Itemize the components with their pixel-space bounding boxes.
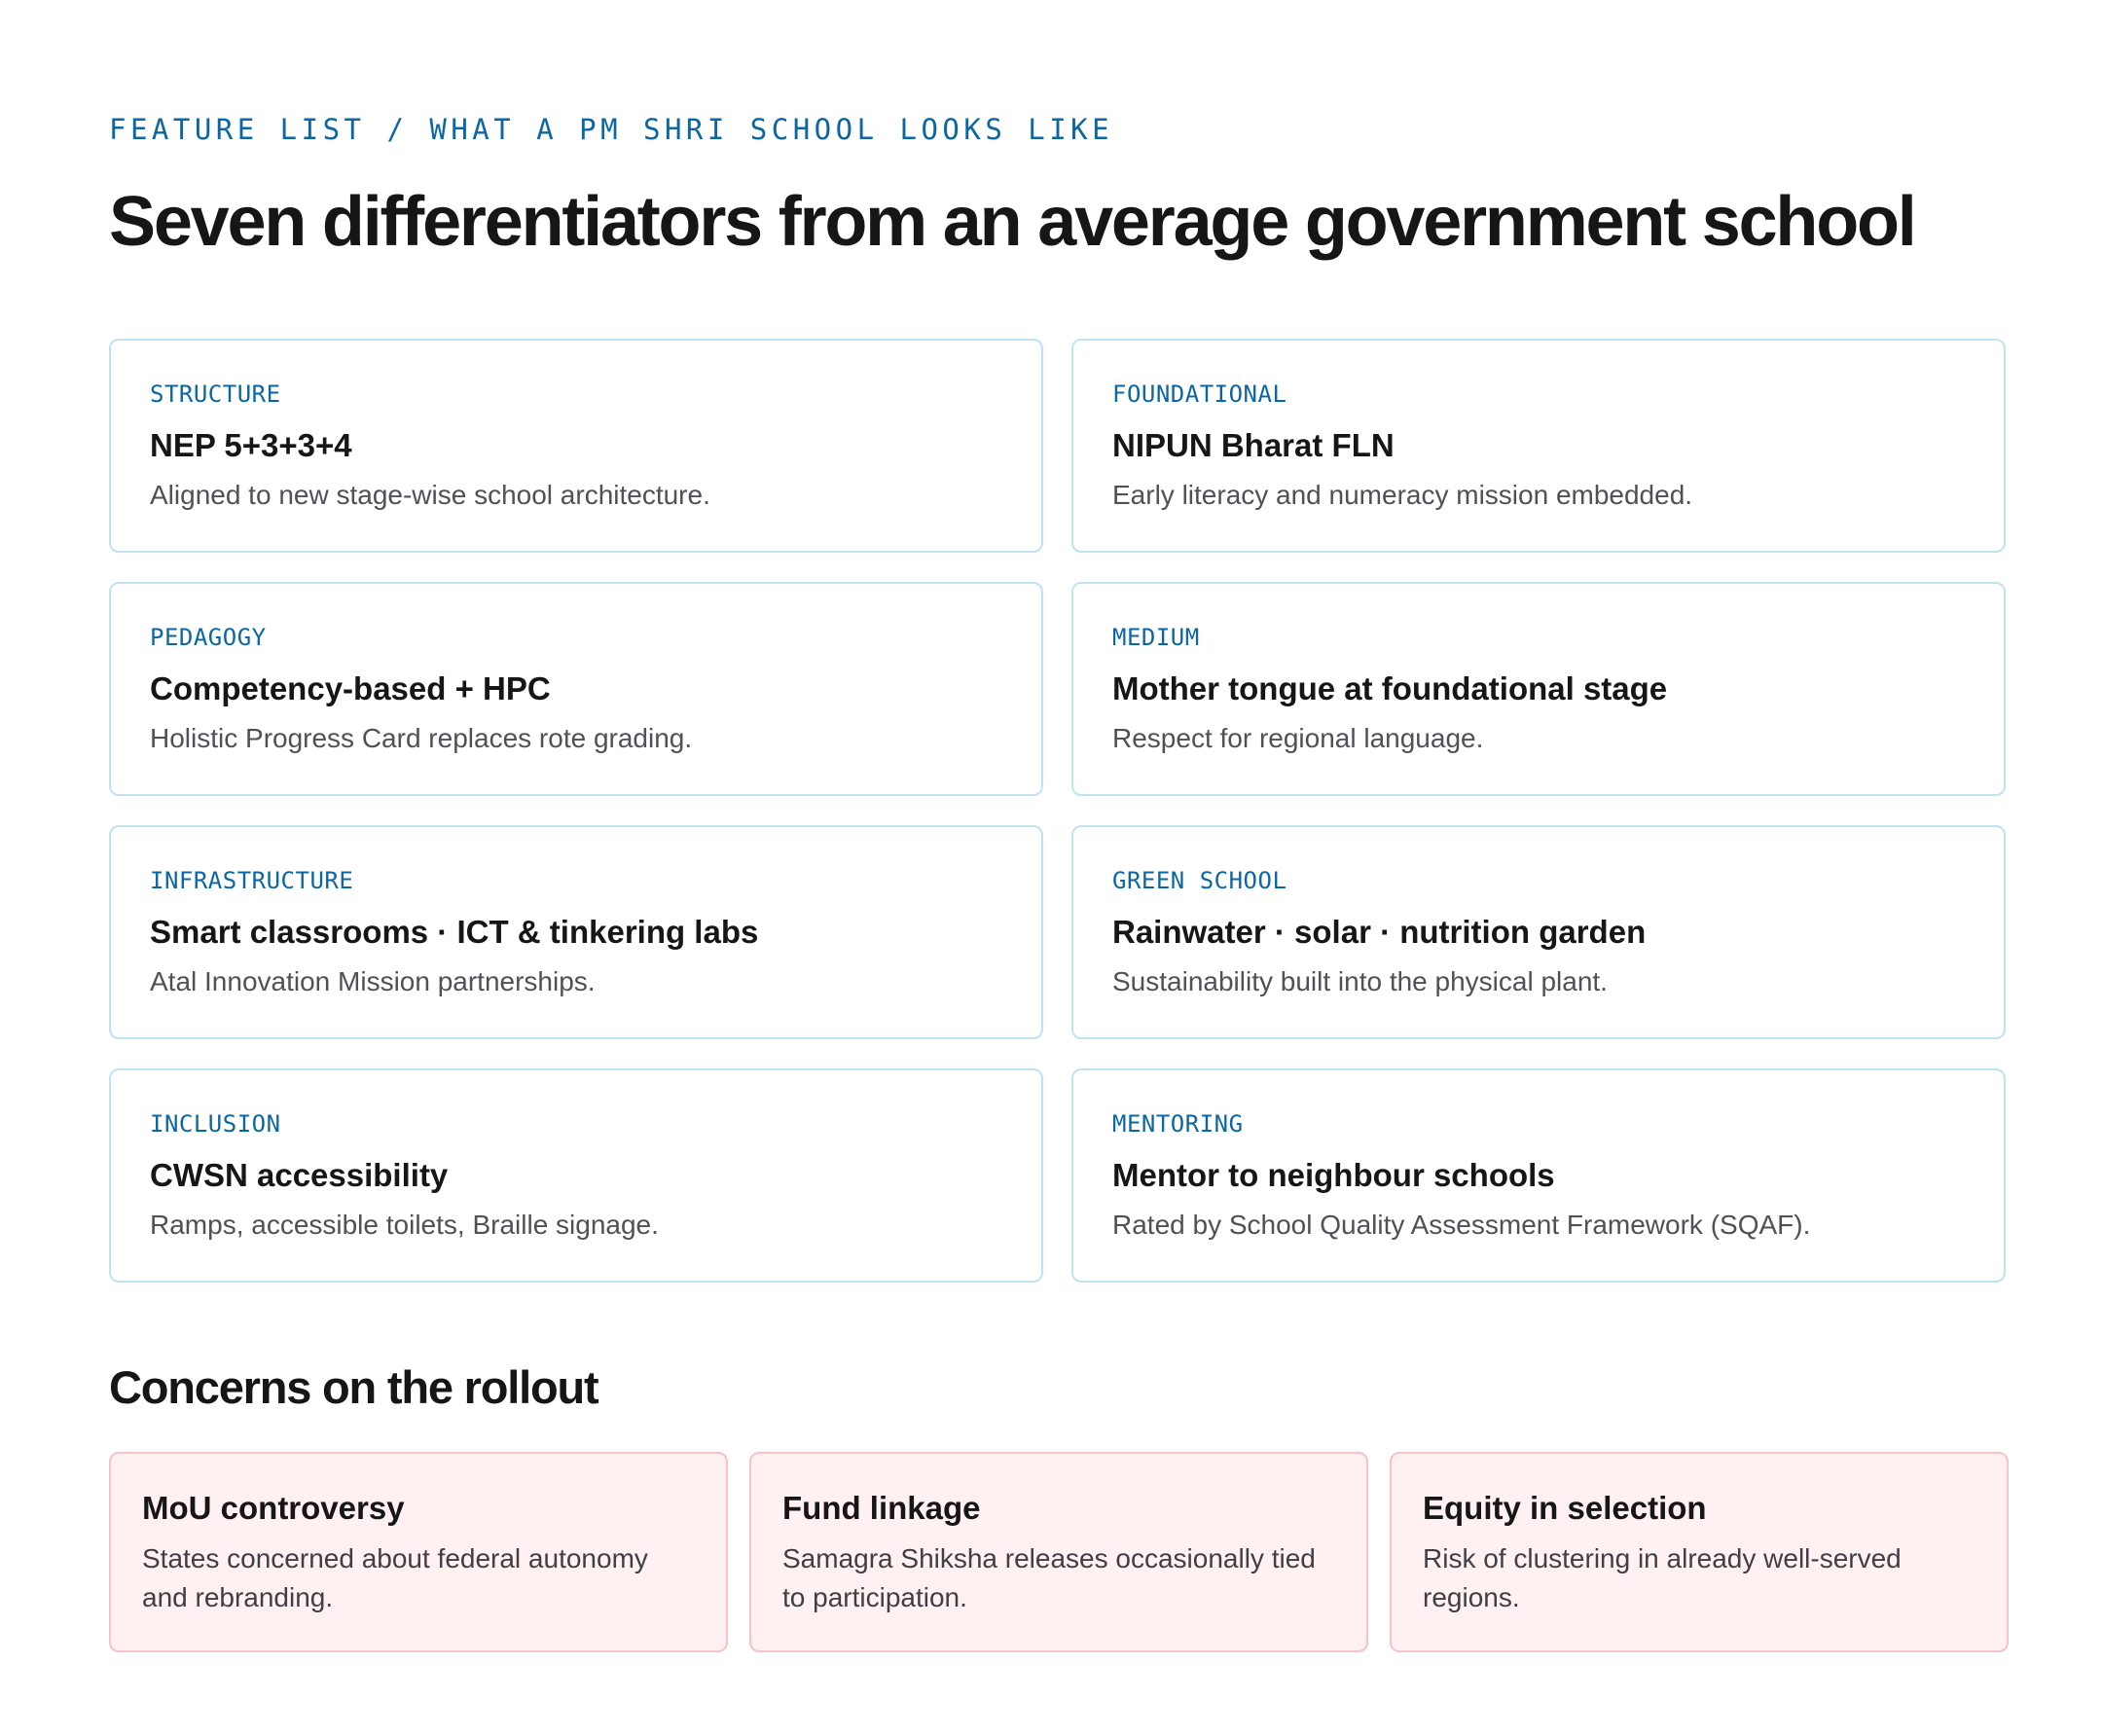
concern-description: Samagra Shiksha releases occasionally ti… — [782, 1543, 1316, 1612]
concern-grid: MoU controversy States concerned about f… — [109, 1452, 2009, 1652]
feature-tag: MEDIUM — [1112, 624, 1200, 651]
feature-card-green-school: GREEN SCHOOL Rainwater · solar · nutriti… — [1071, 825, 2006, 1039]
feature-description: Early literacy and numeracy mission embe… — [1112, 480, 1693, 510]
concern-card-mou: MoU controversy States concerned about f… — [109, 1452, 728, 1652]
concerns-heading: Concerns on the rollout — [109, 1361, 599, 1413]
feature-tag: GREEN SCHOOL — [1112, 867, 1287, 894]
feature-tag: FOUNDATIONAL — [1112, 380, 1287, 408]
concern-description: States concerned about federal autonomy … — [142, 1543, 648, 1612]
feature-title: Competency-based + HPC — [150, 670, 551, 706]
page: FEATURE LIST / WHAT A PM SHRI SCHOOL LOO… — [109, 109, 2009, 1652]
concern-title: MoU controversy — [142, 1490, 405, 1526]
feature-description: Respect for regional language. — [1112, 723, 1484, 753]
concern-description: Risk of clustering in already well-serve… — [1423, 1543, 1902, 1612]
feature-title: CWSN accessibility — [150, 1157, 449, 1193]
feature-card-structure: STRUCTURE NEP 5+3+3+4 Aligned to new sta… — [109, 339, 1043, 553]
concern-title: Fund linkage — [782, 1490, 981, 1526]
concern-card-equity: Equity in selection Risk of clustering i… — [1390, 1452, 2009, 1652]
feature-description: Aligned to new stage-wise school archite… — [150, 480, 710, 510]
feature-title: Rainwater · solar · nutrition garden — [1112, 914, 1647, 950]
page-title: Seven differentiators from an average go… — [109, 183, 1917, 261]
feature-title: Mother tongue at foundational stage — [1112, 670, 1668, 706]
feature-tag: MENTORING — [1112, 1110, 1244, 1138]
feature-card-inclusion: INCLUSION CWSN accessibility Ramps, acce… — [109, 1068, 1043, 1283]
feature-title: Smart classrooms · ICT & tinkering labs — [150, 914, 759, 950]
feature-tag: PEDAGOGY — [150, 624, 267, 651]
feature-description: Ramps, accessible toilets, Braille signa… — [150, 1210, 659, 1240]
feature-description: Holistic Progress Card replaces rote gra… — [150, 723, 693, 753]
feature-title: Mentor to neighbour schools — [1112, 1157, 1555, 1193]
eyebrow-label: FEATURE LIST / WHAT A PM SHRI SCHOOL LOO… — [109, 113, 1114, 146]
feature-tag: INCLUSION — [150, 1110, 281, 1138]
feature-description: Rated by School Quality Assessment Frame… — [1112, 1210, 1811, 1240]
concern-title: Equity in selection — [1423, 1490, 1707, 1526]
concern-card-fund-linkage: Fund linkage Samagra Shiksha releases oc… — [749, 1452, 1368, 1652]
feature-description: Atal Innovation Mission partnerships. — [150, 966, 596, 996]
feature-title: NIPUN Bharat FLN — [1112, 427, 1395, 463]
feature-card-foundational: FOUNDATIONAL NIPUN Bharat FLN Early lite… — [1071, 339, 2006, 553]
feature-card-mentoring: MENTORING Mentor to neighbour schools Ra… — [1071, 1068, 2006, 1283]
feature-grid: STRUCTURE NEP 5+3+3+4 Aligned to new sta… — [109, 339, 2006, 1283]
feature-card-medium: MEDIUM Mother tongue at foundational sta… — [1071, 582, 2006, 796]
feature-card-pedagogy: PEDAGOGY Competency-based + HPC Holistic… — [109, 582, 1043, 796]
feature-tag: INFRASTRUCTURE — [150, 867, 354, 894]
feature-card-infrastructure: INFRASTRUCTURE Smart classrooms · ICT & … — [109, 825, 1043, 1039]
feature-tag: STRUCTURE — [150, 380, 281, 408]
feature-title: NEP 5+3+3+4 — [150, 427, 352, 463]
feature-description: Sustainability built into the physical p… — [1112, 966, 1608, 996]
